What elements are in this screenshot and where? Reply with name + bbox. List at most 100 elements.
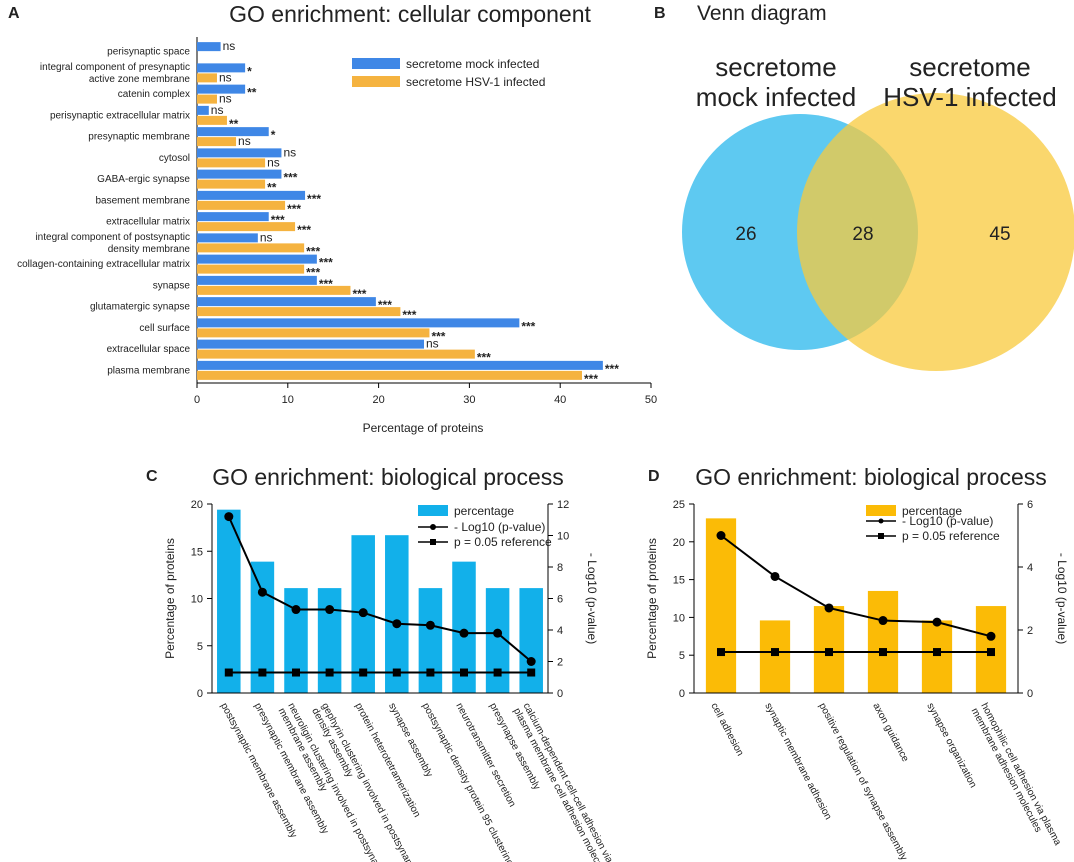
y2tick-label: 0 <box>557 688 563 700</box>
bar-hsv <box>197 73 217 83</box>
ytick-label: 15 <box>191 546 203 558</box>
legend-d-percentage: percentage <box>902 504 962 518</box>
chart-a-xtick-label: 10 <box>282 394 294 406</box>
log10p-marker <box>716 531 726 540</box>
chart-a-xtick-label: 0 <box>194 394 200 406</box>
chart-a-category-label: basement membrane <box>96 195 191 206</box>
bar-hsv <box>197 222 296 232</box>
ytick-label: 0 <box>679 688 685 700</box>
venn-count-hsv-only: 45 <box>989 224 1010 245</box>
ytick-label: 5 <box>197 641 203 653</box>
chart-a-category-label: presynaptic membrane <box>88 132 190 143</box>
bar-percentage <box>759 620 791 693</box>
significance-label: *** <box>605 362 619 376</box>
chart-a-category-label: synapse <box>153 280 191 291</box>
significance-label: *** <box>431 329 445 343</box>
bar-hsv <box>197 328 430 338</box>
reference-marker <box>325 668 334 677</box>
bar-mock <box>197 127 269 137</box>
chart-a-title: GO enrichment: cellular component <box>229 1 591 27</box>
bar-hsv <box>197 370 582 380</box>
chart-a-category-label: perisynaptic extracellular matrix <box>50 110 190 121</box>
reference-marker <box>717 648 725 657</box>
significance-label: *** <box>307 192 321 206</box>
chart-a-xtick-label: 50 <box>645 394 657 406</box>
category-label: homophilic cell adhesion via plasmamembr… <box>969 701 1064 853</box>
bar-mock <box>197 360 603 370</box>
ylabel: Percentage of proteins <box>163 538 177 659</box>
bar-mock <box>197 275 317 285</box>
log10p-marker <box>257 587 267 597</box>
significance-label: ns <box>219 70 232 84</box>
legend-swatch-hsv <box>352 76 400 87</box>
bar-percentage <box>317 588 342 693</box>
y2tick-label: 4 <box>557 625 563 637</box>
y2tick-label: 6 <box>557 594 563 606</box>
chart-a-category-label: collagen-containing extracellular matrix <box>17 259 190 270</box>
significance-label: *** <box>287 202 301 216</box>
bar-hsv <box>197 243 305 253</box>
log10p-marker <box>878 616 888 626</box>
ytick-label: 10 <box>191 594 203 606</box>
significance-label: ** <box>267 181 277 195</box>
bar-hsv <box>197 179 266 189</box>
category-label: positive regulation of synapse assembly <box>816 701 909 862</box>
y2tick-label: 6 <box>1027 499 1033 511</box>
significance-label: ns <box>219 92 232 106</box>
log10p-line <box>227 516 532 663</box>
bar-mock <box>197 212 269 222</box>
legend-c-marker-ref <box>430 539 436 545</box>
bar-hsv <box>197 200 286 210</box>
significance-label: * <box>271 128 276 142</box>
bar-mock <box>197 190 306 200</box>
significance-label: ns <box>283 145 296 159</box>
chart-a-category-label: GABA-ergic synapse <box>97 174 190 185</box>
bar-mock <box>197 254 317 264</box>
significance-label: ** <box>247 86 257 100</box>
chart-a-category-label: extracellular matrix <box>106 217 190 228</box>
chart-a-category-label: cytosol <box>159 153 190 164</box>
bar-hsv <box>197 285 351 295</box>
bar-hsv <box>197 264 305 274</box>
reference-marker <box>527 668 536 677</box>
legend-label-hsv: secretome HSV-1 infected <box>406 75 545 89</box>
reference-marker <box>392 668 401 677</box>
bar-mock <box>197 63 246 73</box>
ytick-label: 15 <box>673 575 685 587</box>
log10p-marker <box>824 603 834 613</box>
chart-c-title: GO enrichment: biological process <box>212 464 564 490</box>
log10p-marker <box>986 631 996 641</box>
chart-a-xlabel: Percentage of proteins <box>363 421 484 435</box>
chart-a-xtick-label: 20 <box>372 394 384 406</box>
bar-mock <box>197 42 221 52</box>
category-label: cell adhesion <box>708 701 745 758</box>
significance-label: ns <box>238 134 251 148</box>
bar-mock <box>197 84 246 94</box>
venn-label-mock-line1: secretome <box>715 52 836 82</box>
legend-d-log: - Log10 (p-value) <box>902 514 993 528</box>
legend-c-log: - Log10 (p-value) <box>454 520 545 534</box>
log10p-marker <box>526 657 536 666</box>
panel-letter-c: C <box>146 468 158 485</box>
bar-percentage <box>418 588 443 693</box>
venn-count-overlap: 28 <box>852 224 873 245</box>
bar-hsv <box>197 115 227 125</box>
chart-a-category-label: extracellular space <box>107 344 191 355</box>
significance-label: * <box>247 64 252 78</box>
chart-a-xtick-label: 30 <box>463 394 475 406</box>
log10p-marker <box>459 628 469 638</box>
panel-c: C GO enrichment: biological process perc… <box>146 464 615 862</box>
bar-mock <box>197 297 376 307</box>
reference-marker <box>258 668 267 677</box>
ytick-label: 20 <box>673 537 685 549</box>
bar-hsv <box>197 94 217 104</box>
log10p-line <box>720 534 992 638</box>
ylabel: Percentage of proteins <box>645 538 659 659</box>
reference-marker <box>359 668 368 677</box>
reference-marker <box>292 668 300 677</box>
bar-mock <box>197 339 424 349</box>
chart-d-title: GO enrichment: biological process <box>695 464 1047 490</box>
category-label: protein heterotetramerization <box>353 701 423 819</box>
y2tick-label: 10 <box>557 531 569 543</box>
